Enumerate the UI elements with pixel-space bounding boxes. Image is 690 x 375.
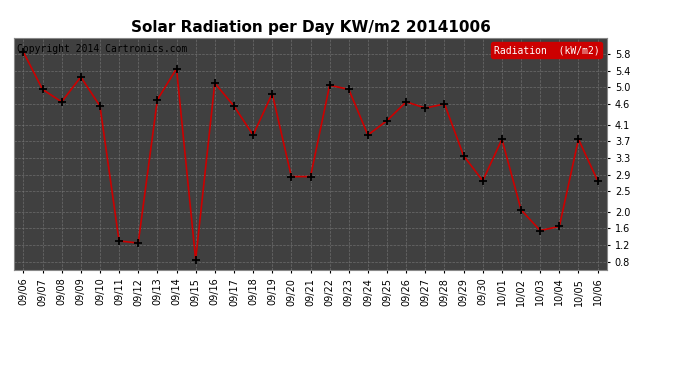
Text: Copyright 2014 Cartronics.com: Copyright 2014 Cartronics.com — [17, 45, 187, 54]
Title: Solar Radiation per Day KW/m2 20141006: Solar Radiation per Day KW/m2 20141006 — [130, 20, 491, 35]
Legend: Radiation  (kW/m2): Radiation (kW/m2) — [491, 42, 602, 58]
